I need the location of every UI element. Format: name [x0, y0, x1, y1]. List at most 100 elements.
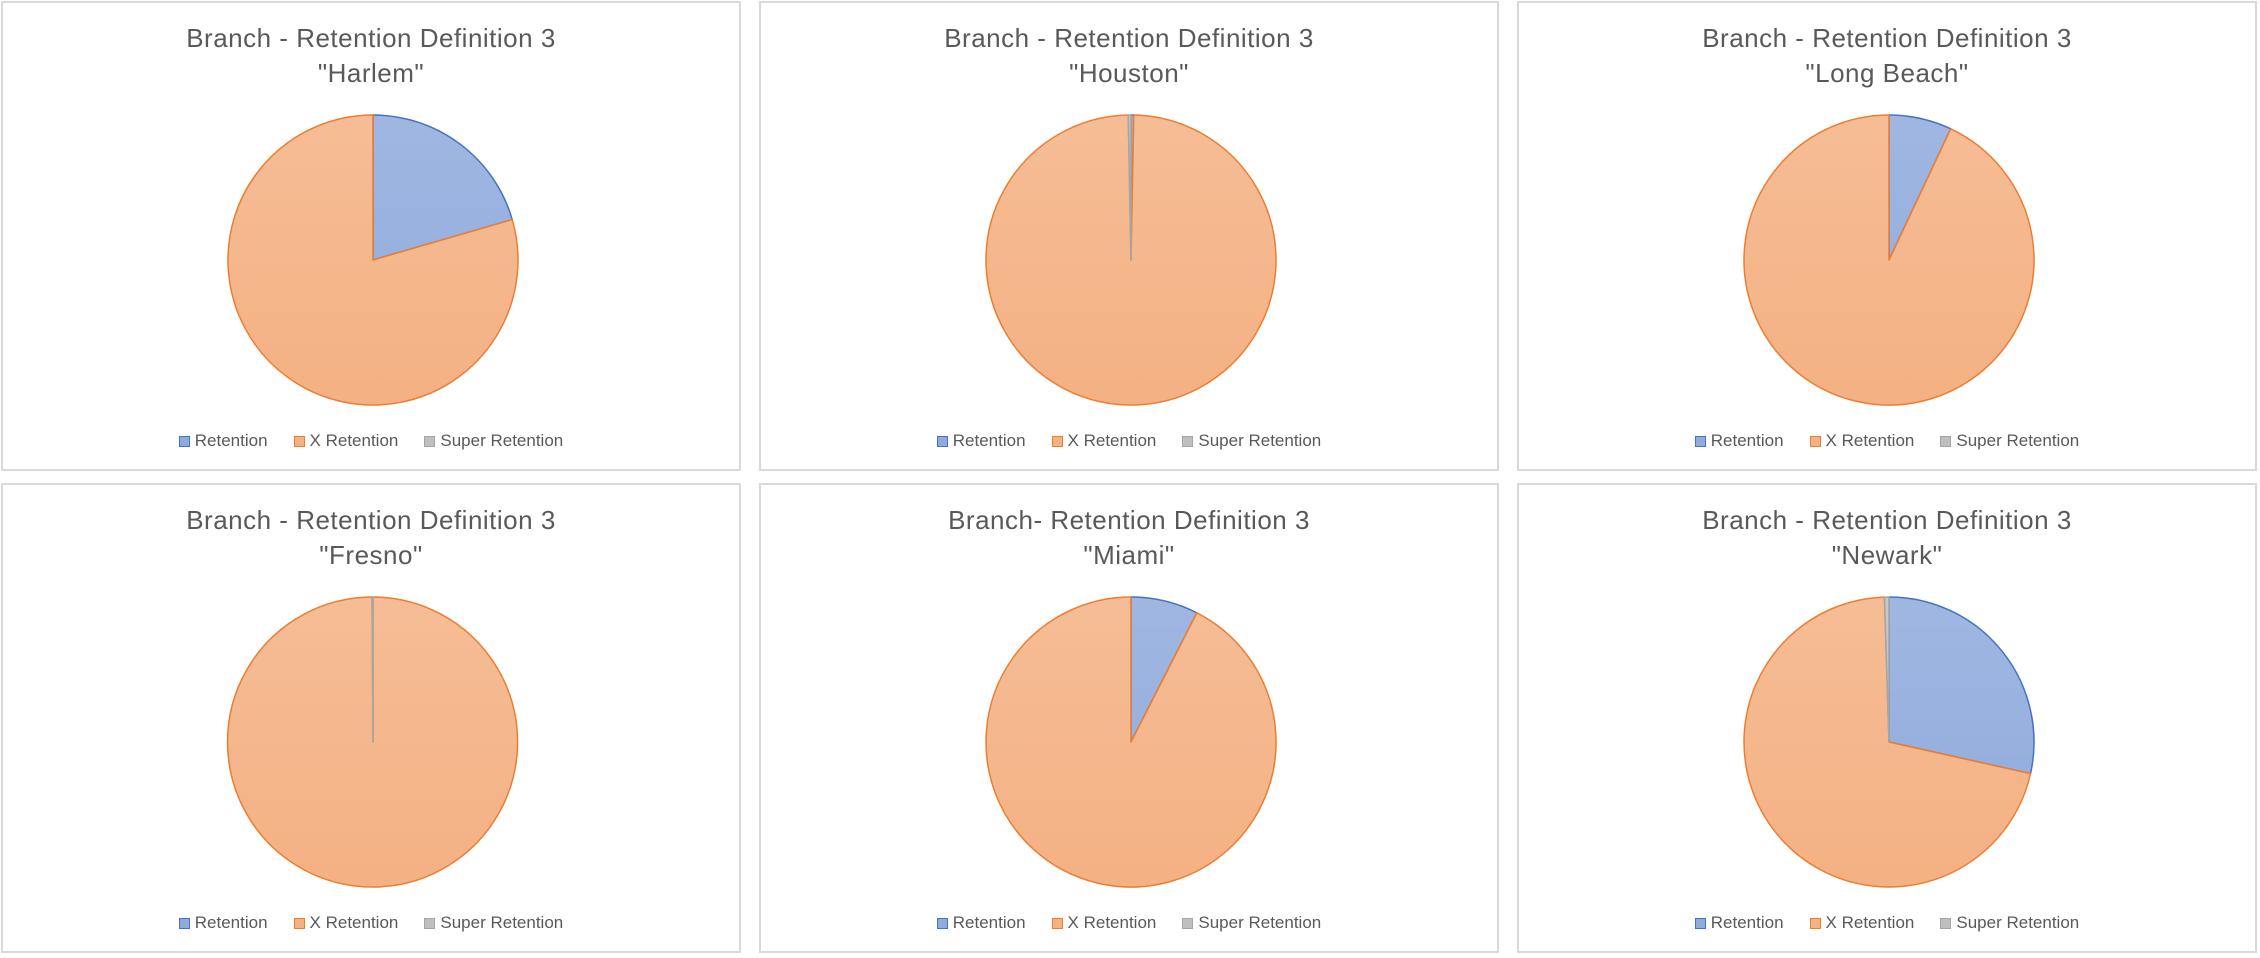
legend-label: Retention	[952, 431, 1026, 450]
legend-label: X Retention	[1067, 431, 1157, 450]
chart-title: Branch - Retention Definition 3 "Houston"	[761, 21, 1497, 91]
pie-chart-panel[interactable]: Branch- Retention Definition 3 "Miami" Ret…	[759, 483, 1499, 953]
legend-label: Super Retention	[1956, 913, 2080, 932]
chart-title-line2: "Houston"	[1069, 58, 1189, 88]
legend-swatch	[1940, 917, 1952, 929]
pie-slice-super-retention[interactable]	[1883, 596, 1890, 743]
legend-label: Super Retention	[1956, 431, 2080, 450]
legend-swatch	[1182, 917, 1194, 929]
pie-slice-super-retention[interactable]	[1127, 114, 1132, 261]
chart-title-line2: "Harlem"	[317, 58, 425, 88]
chart-title: Branch - Retention Definition 3 "Fresno"	[3, 503, 739, 573]
legend-item-retention[interactable]: Retention	[178, 431, 268, 451]
chart-title-line2: "Newark"	[1831, 540, 1943, 570]
pie-slice-super-retention[interactable]	[371, 596, 374, 743]
legend-label: Retention	[194, 913, 268, 932]
legend-swatch	[1182, 435, 1194, 447]
legend-swatch	[424, 435, 436, 447]
pie-slice-retention[interactable]	[372, 114, 513, 261]
pie-slice-x-retention[interactable]	[227, 114, 519, 406]
legend-label: X Retention	[309, 913, 399, 932]
legend-item-x-retention[interactable]: X Retention	[1809, 431, 1915, 451]
legend-label: Super Retention	[440, 431, 564, 450]
pie-chart-panel[interactable]: Branch - Retention Definition 3 "Harlem" R…	[1, 1, 741, 471]
legend-swatch	[1940, 435, 1952, 447]
legend-label: X Retention	[1825, 913, 1915, 932]
pie-slice-retention[interactable]	[1888, 596, 2035, 775]
legend-item-x-retention[interactable]: X Retention	[1809, 913, 1915, 933]
legend-item-retention[interactable]: Retention	[936, 913, 1026, 933]
chart-title-line1: Branch - Retention Definition 3	[186, 505, 556, 535]
legend-item-super-retention[interactable]: Super Retention	[1182, 913, 1321, 933]
chart-legend: Retention X Retention Super Retention	[761, 431, 1497, 451]
chart-title-line2: "Long Beach"	[1805, 58, 1969, 88]
pie-slice-x-retention[interactable]	[1743, 596, 2032, 888]
chart-title: Branch - Retention Definition 3 "Harlem"	[3, 21, 739, 91]
legend-swatch	[1694, 435, 1706, 447]
legend-label: Retention	[1710, 431, 1784, 450]
legend-swatch	[1809, 435, 1821, 447]
chart-title: Branch - Retention Definition 3 "Long Bea…	[1519, 21, 2255, 91]
legend-item-x-retention[interactable]: X Retention	[1051, 913, 1157, 933]
legend-label: Retention	[194, 431, 268, 450]
legend-item-x-retention[interactable]: X Retention	[293, 913, 399, 933]
legend-item-x-retention[interactable]: X Retention	[293, 431, 399, 451]
chart-legend: Retention X Retention Super Retention	[1519, 913, 2255, 933]
legend-item-super-retention[interactable]: Super Retention	[424, 913, 563, 933]
legend-label: X Retention	[1067, 913, 1157, 932]
chart-title-line2: "Fresno"	[319, 540, 423, 570]
legend-item-x-retention[interactable]: X Retention	[1051, 431, 1157, 451]
legend-swatch	[1051, 435, 1063, 447]
legend-item-super-retention[interactable]: Super Retention	[1940, 431, 2079, 451]
pie-chart-panel[interactable]: Branch - Retention Definition 3 "Fresno" R…	[1, 483, 741, 953]
chart-legend: Retention X Retention Super Retention	[761, 913, 1497, 933]
legend-label: Super Retention	[1198, 431, 1322, 450]
legend-swatch	[424, 917, 436, 929]
legend-swatch	[178, 917, 190, 929]
legend-item-super-retention[interactable]: Super Retention	[1940, 913, 2079, 933]
chart-title-line2: "Miami"	[1083, 540, 1175, 570]
legend-label: Retention	[1710, 913, 1784, 932]
legend-label: X Retention	[1825, 431, 1915, 450]
legend-label: Retention	[952, 913, 1026, 932]
legend-swatch	[1694, 917, 1706, 929]
legend-label: Super Retention	[440, 913, 564, 932]
pie-chart	[985, 596, 1277, 888]
chart-title-line1: Branch - Retention Definition 3	[1702, 505, 2072, 535]
pie-slice-x-retention[interactable]	[985, 114, 1277, 406]
pie-chart	[985, 114, 1277, 406]
legend-swatch	[936, 917, 948, 929]
legend-item-retention[interactable]: Retention	[1694, 431, 1784, 451]
legend-swatch	[1809, 917, 1821, 929]
legend-swatch	[1051, 917, 1063, 929]
legend-item-retention[interactable]: Retention	[1694, 913, 1784, 933]
pie-chart-panel[interactable]: Branch - Retention Definition 3 "Long Bea…	[1517, 1, 2257, 471]
chart-legend: Retention X Retention Super Retention	[3, 431, 739, 451]
chart-title-line1: Branch- Retention Definition 3	[948, 505, 1310, 535]
pie-slice-x-retention[interactable]	[985, 596, 1277, 888]
pie-slice-x-retention[interactable]	[1743, 114, 2035, 406]
chart-title: Branch- Retention Definition 3 "Miami"	[761, 503, 1497, 573]
pie-chart	[227, 114, 519, 406]
legend-item-super-retention[interactable]: Super Retention	[424, 431, 563, 451]
legend-label: Super Retention	[1198, 913, 1322, 932]
legend-item-super-retention[interactable]: Super Retention	[1182, 431, 1321, 451]
legend-swatch	[178, 435, 190, 447]
legend-swatch	[293, 435, 305, 447]
chart-legend: Retention X Retention Super Retention	[3, 913, 739, 933]
chart-title-line1: Branch - Retention Definition 3	[186, 23, 556, 53]
chart-title-line1: Branch - Retention Definition 3	[944, 23, 1314, 53]
legend-item-retention[interactable]: Retention	[178, 913, 268, 933]
chart-legend: Retention X Retention Super Retention	[1519, 431, 2255, 451]
chart-title-line1: Branch - Retention Definition 3	[1702, 23, 2072, 53]
legend-label: X Retention	[309, 431, 399, 450]
legend-swatch	[936, 435, 948, 447]
pie-chart-panel[interactable]: Branch - Retention Definition 3 "Newark" R…	[1517, 483, 2257, 953]
legend-item-retention[interactable]: Retention	[936, 431, 1026, 451]
pie-chart-panel[interactable]: Branch - Retention Definition 3 "Houston"…	[759, 1, 1499, 471]
pie-chart	[1743, 114, 2035, 406]
chart-title: Branch - Retention Definition 3 "Newark"	[1519, 503, 2255, 573]
legend-swatch	[293, 917, 305, 929]
pie-chart	[1743, 596, 2035, 888]
pie-chart	[226, 596, 519, 888]
